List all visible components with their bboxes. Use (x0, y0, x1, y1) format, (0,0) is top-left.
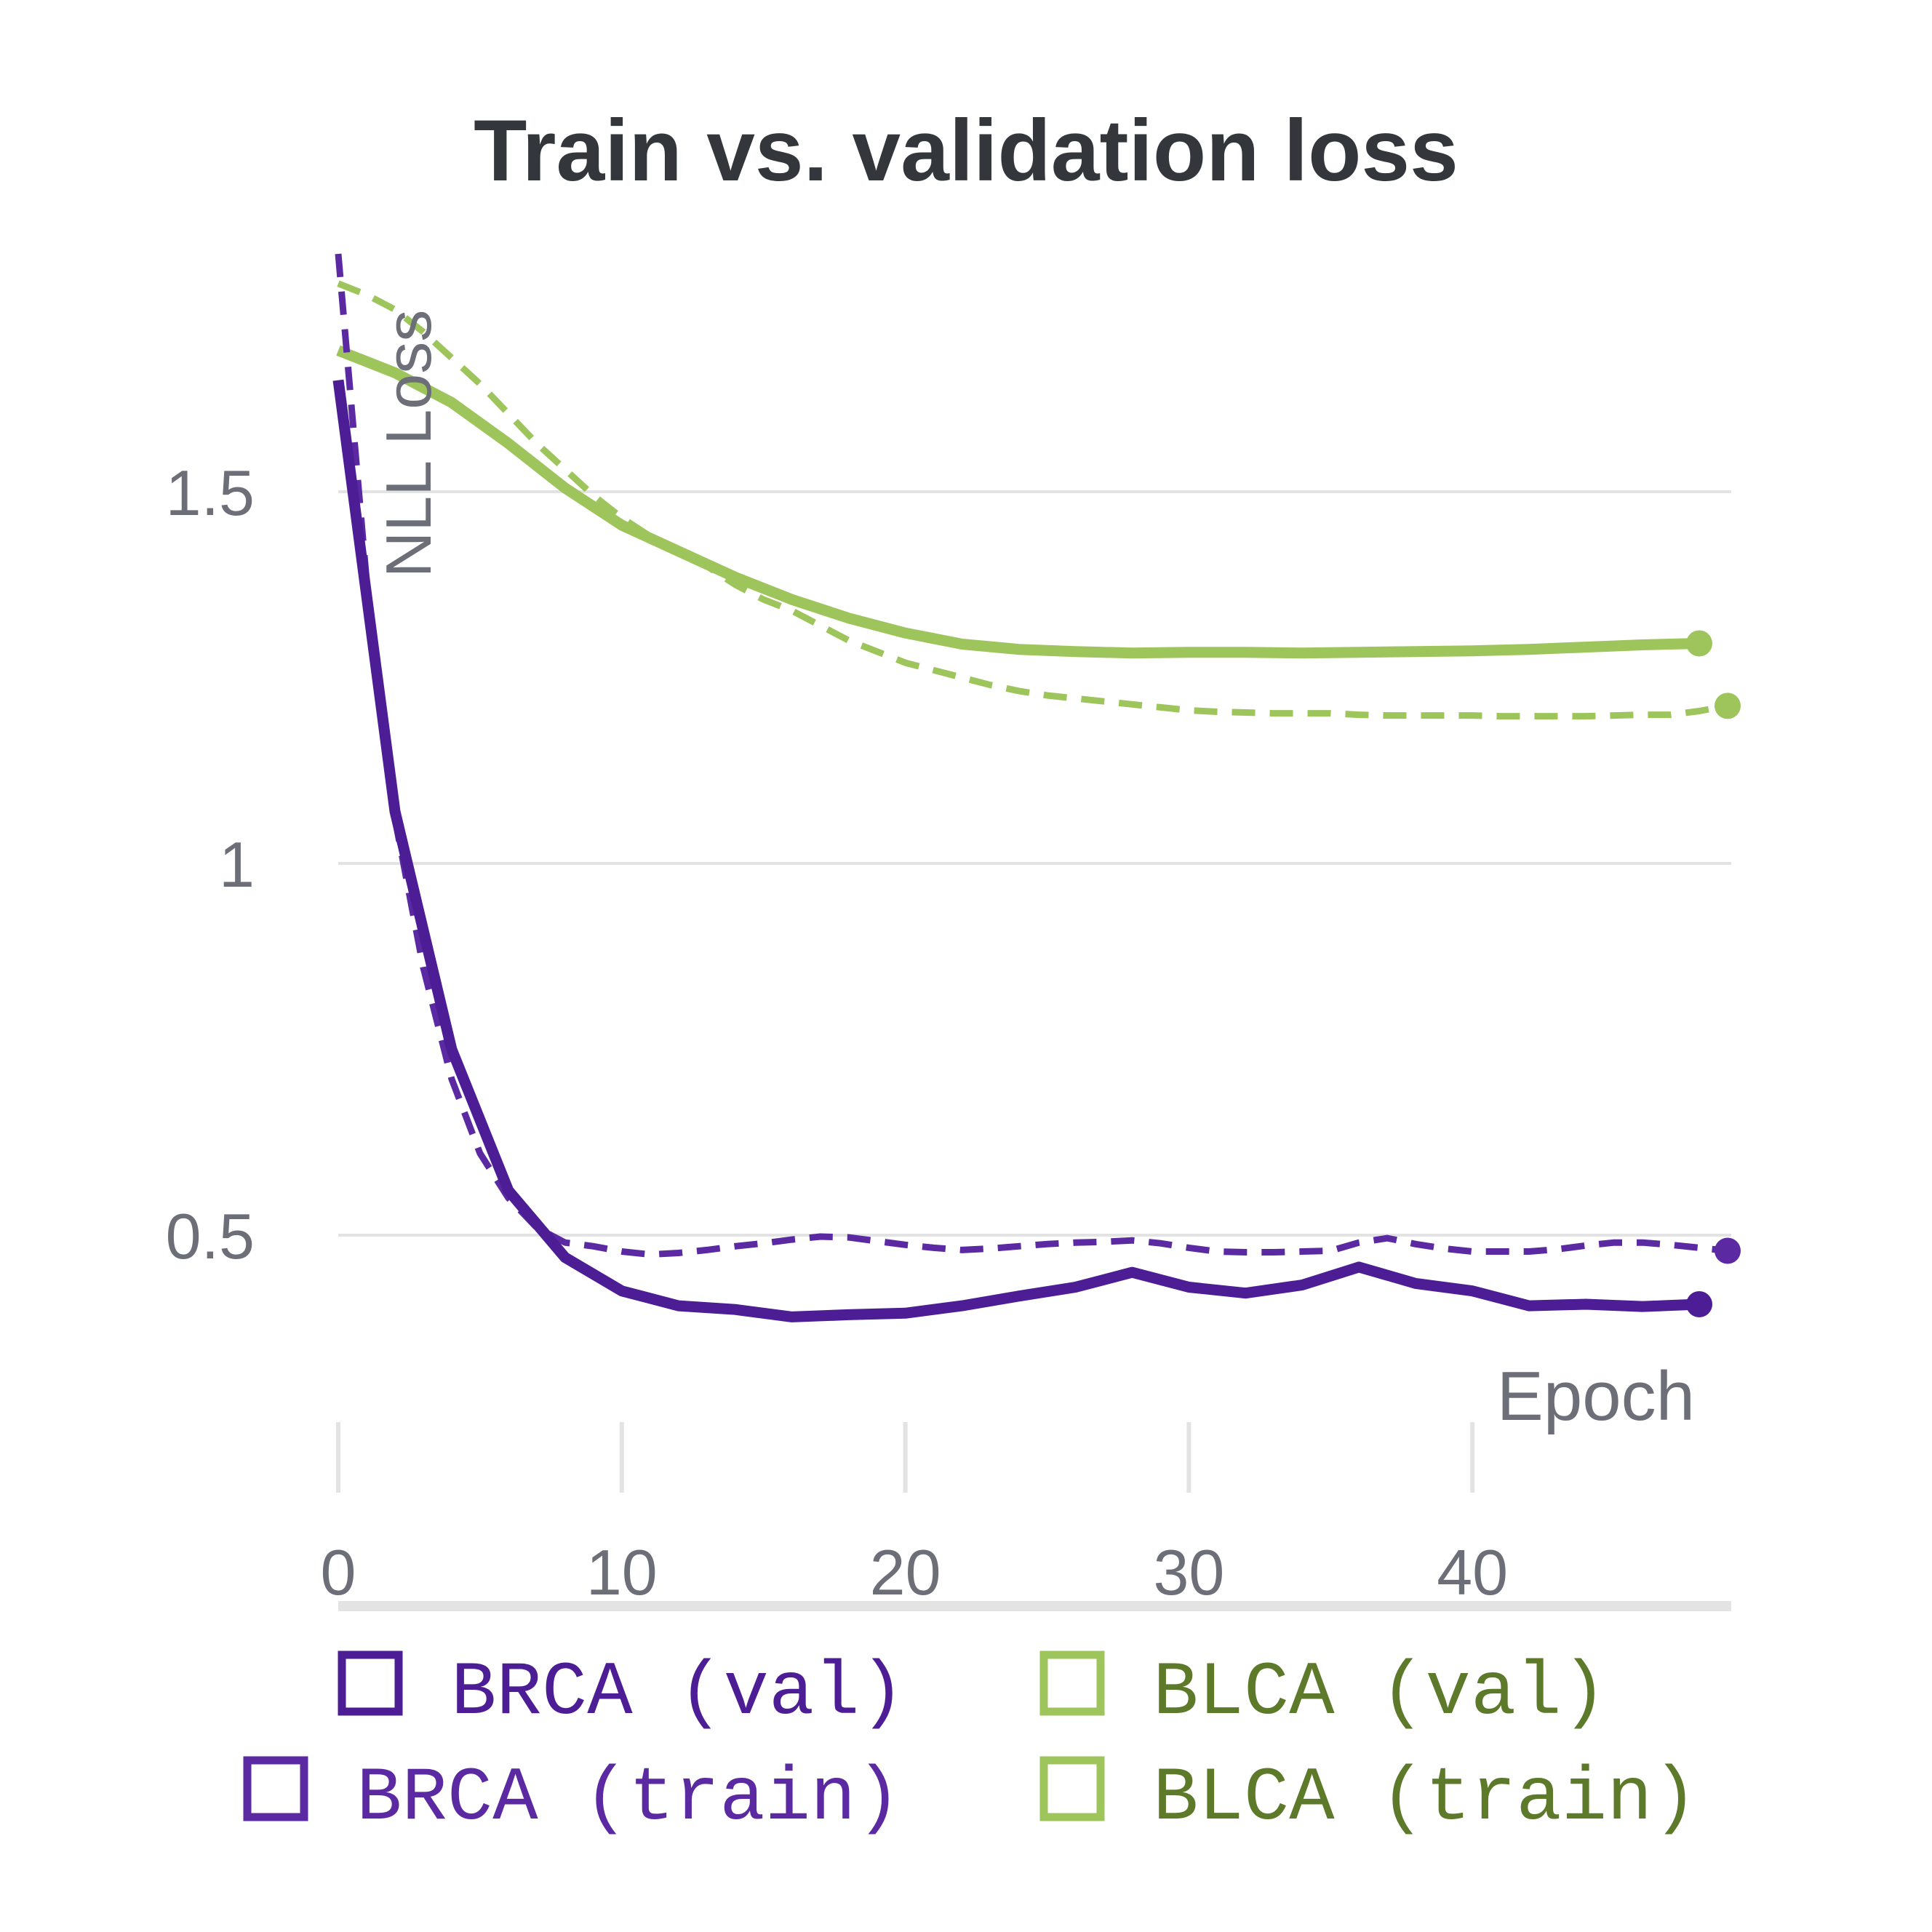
y-axis-label: NLL Loss (372, 310, 444, 578)
legend-label-0: BRCA (val) (451, 1650, 905, 1736)
x-tick-label-0: 0 (321, 1536, 356, 1608)
x-tick-label-1: 10 (586, 1536, 658, 1608)
legend-swatch-1 (1039, 1650, 1105, 1716)
x-tick-label-4: 40 (1437, 1536, 1508, 1608)
legend-label-2: BRCA (train) (356, 1756, 901, 1842)
series-end-point-3 (1715, 692, 1741, 719)
series-end-point-0 (1686, 1291, 1713, 1318)
series-line-0 (332, 379, 1700, 1322)
x-axis-label: Epoch (1497, 1357, 1695, 1435)
series-end-point-1 (1686, 630, 1713, 657)
y-tick-label-0: 0.5 (166, 1200, 255, 1272)
y-tick-label-2: 1.5 (166, 457, 255, 529)
legend-label-3: BLCA (train) (1153, 1756, 1698, 1842)
x-tick-label-2: 20 (870, 1536, 941, 1608)
series-line-1 (336, 345, 1700, 659)
legend: BRCA (val) BLCA (val) BRCA (train) BLCA (tr… (243, 1650, 1698, 1842)
series-end-point-2 (1715, 1237, 1741, 1264)
gridlines (338, 490, 1731, 1237)
series-lines (332, 253, 1741, 1322)
x-axis-ticks: 0 10 20 30 40 (321, 1422, 1731, 1611)
x-tick-label-3: 30 (1153, 1536, 1224, 1608)
chart-title: Train vs. validation loss (474, 102, 1458, 199)
y-axis-ticks: 0.5 1 1.5 (166, 457, 255, 1272)
y-tick-label-1: 1 (219, 829, 255, 901)
series-line-2 (335, 253, 1728, 1258)
legend-swatch-0 (338, 1650, 403, 1716)
legend-label-1: BLCA (val) (1153, 1650, 1607, 1736)
legend-swatch-2 (243, 1756, 308, 1821)
legend-swatch-3 (1039, 1756, 1105, 1821)
